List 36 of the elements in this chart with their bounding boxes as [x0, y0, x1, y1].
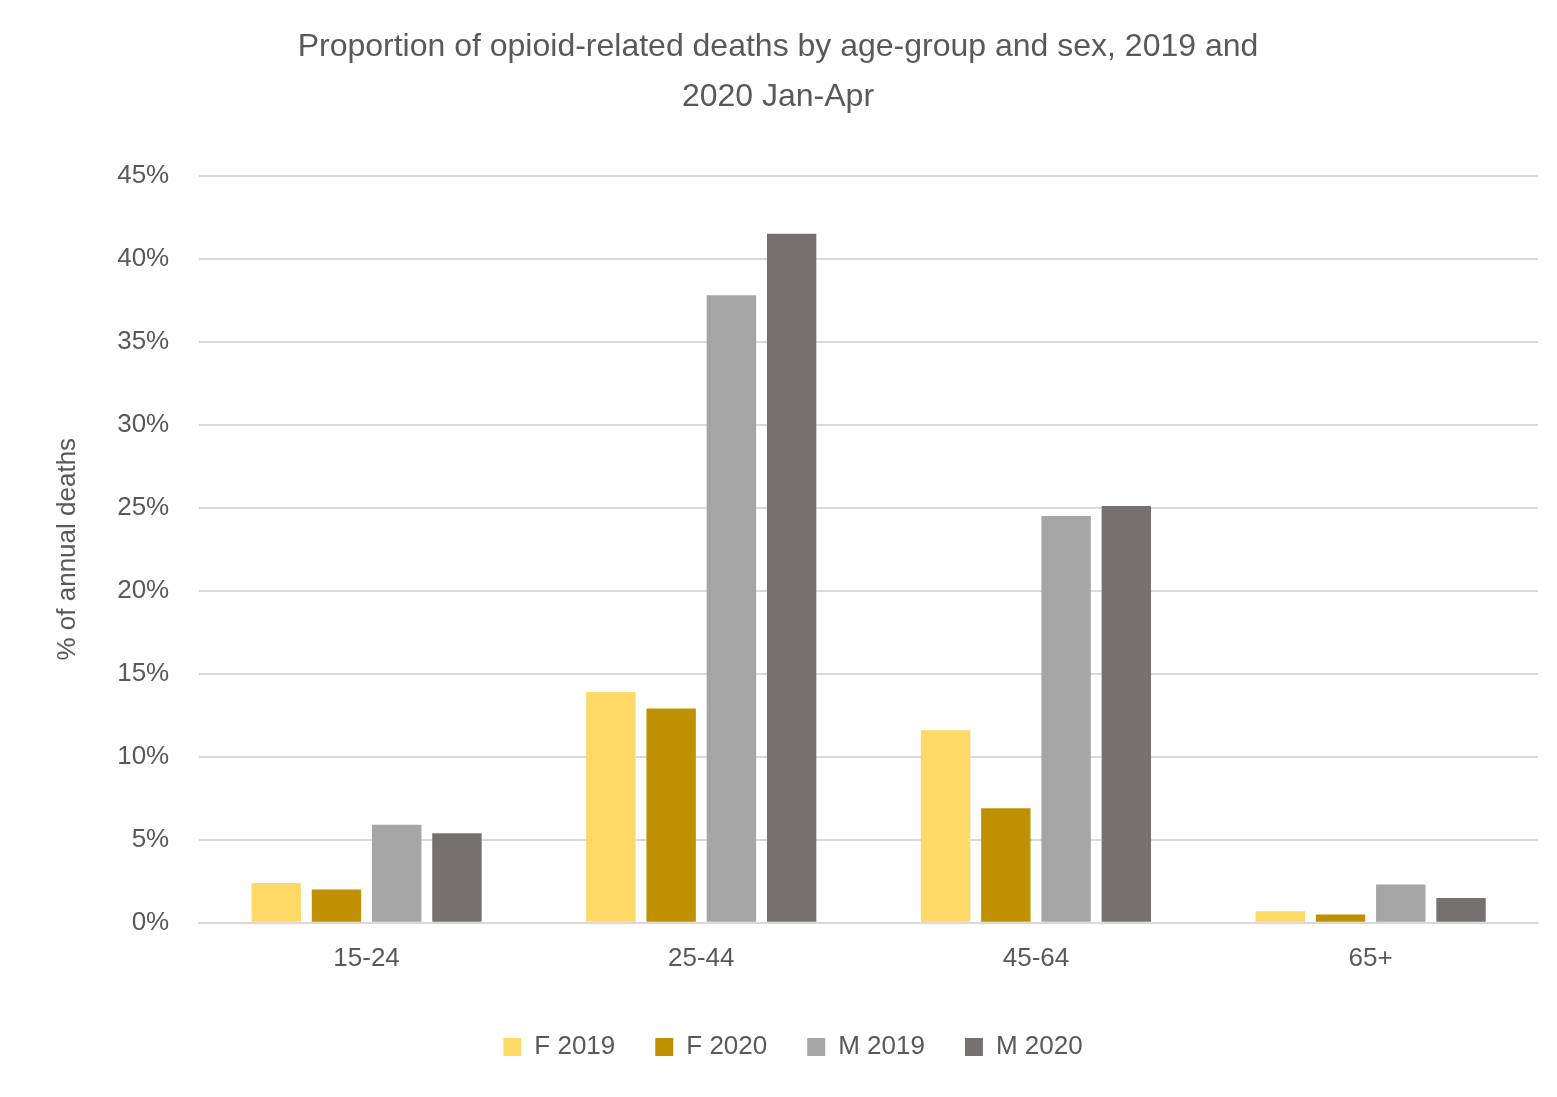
x-tick-label: 25-44	[668, 941, 735, 972]
bar	[1041, 515, 1091, 922]
bar	[1315, 914, 1366, 922]
bar	[981, 808, 1031, 922]
bar	[432, 833, 482, 922]
bar	[766, 233, 817, 922]
bar	[1436, 897, 1486, 922]
bar	[1376, 884, 1426, 922]
bar	[586, 692, 636, 922]
bar	[372, 824, 422, 922]
y-tick-label: 15%	[117, 656, 170, 687]
y-tick-label: 30%	[117, 407, 170, 438]
chart-title: Proportion of opioid-related deaths by age-group and sex, 2019 and 2020 Jan-Apr	[296, 26, 1260, 115]
x-tick-label: 65+	[1348, 941, 1393, 972]
y-tick-label: 10%	[117, 739, 170, 770]
bar	[920, 730, 971, 922]
y-tick-label: 40%	[117, 241, 170, 272]
y-axis-title: % of annual deaths	[50, 437, 81, 661]
legend-label: M 2020	[995, 1030, 1083, 1061]
bar	[1101, 506, 1152, 922]
y-tick-label: 0%	[131, 905, 170, 936]
y-tick-label: 25%	[117, 490, 170, 521]
legend-label: F 2019	[534, 1030, 616, 1061]
legend-label: F 2020	[686, 1030, 768, 1061]
bar	[311, 889, 362, 922]
legend-label: M 2019	[838, 1030, 925, 1061]
bar	[706, 295, 757, 922]
x-tick-label: 15-24	[333, 941, 400, 972]
bar	[1255, 911, 1305, 922]
y-tick-label: 35%	[117, 324, 170, 355]
bar	[251, 882, 301, 922]
x-tick-label: 45-64	[1002, 941, 1070, 972]
y-tick-label: 20%	[117, 573, 170, 604]
y-tick-label: 5%	[131, 822, 170, 853]
y-tick-label: 45%	[117, 158, 170, 189]
bar	[646, 708, 696, 922]
